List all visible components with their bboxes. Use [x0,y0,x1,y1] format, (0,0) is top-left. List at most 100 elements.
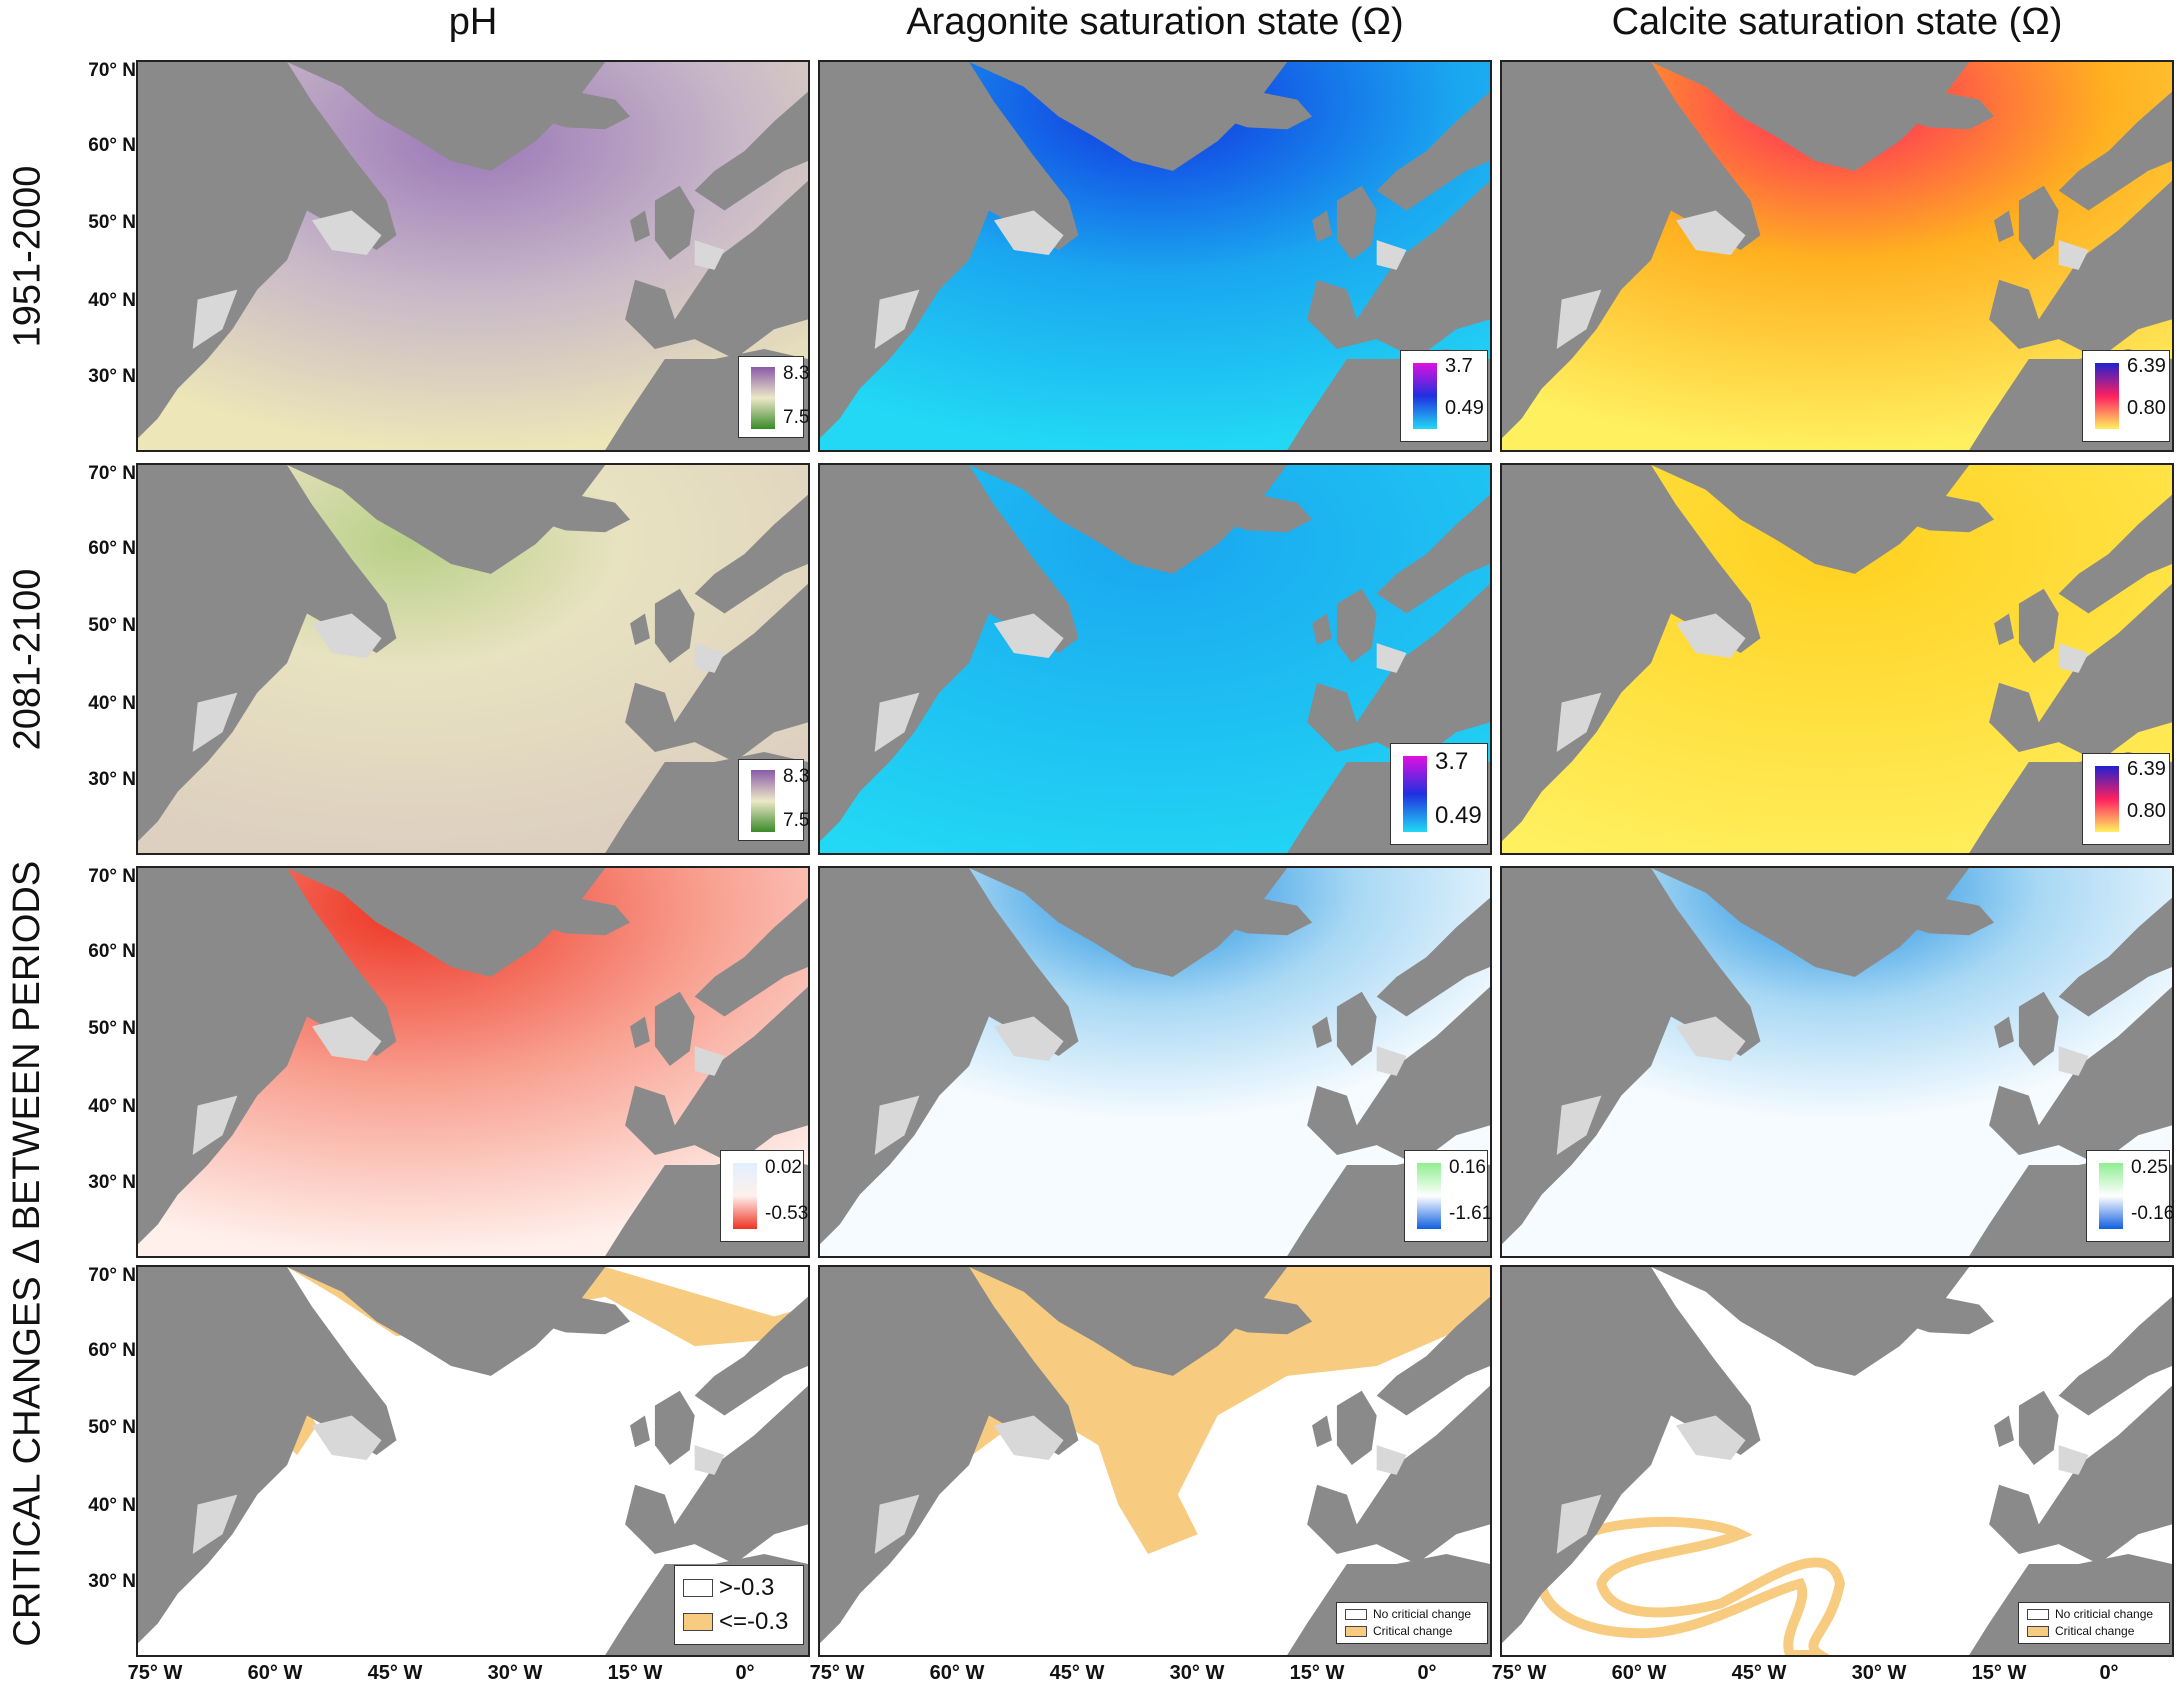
lat-label: 60° N [88,135,136,156]
map-calcite-critical [1500,1265,2174,1657]
lon-label: 30° W [1169,1662,1225,1684]
lat-label: 30° N [88,1571,136,1592]
lat-label: 60° N [88,1340,136,1361]
map-calcite-delta [1500,866,2174,1258]
legend-swatch-critical [1345,1625,1367,1637]
map-aragonite-2081-2100 [818,463,1492,855]
lat-label: 40° N [88,1096,136,1117]
legend-max: 3.7 [1445,355,1473,377]
legend-critical-label: Critical change [1373,1624,1453,1638]
legend-bar [751,367,775,429]
legend-bar [1403,756,1427,832]
legend-min: -0.16 [2131,1203,2175,1224]
legend-none-label: No criticial change [1373,1607,1472,1621]
lat-label: 40° N [88,290,136,311]
lon-label: 30° W [1851,1662,1907,1684]
lon-label: 15° W [1971,1662,2027,1684]
legend-max: 8.3 [783,363,810,384]
legend-swatch-none [683,1579,713,1597]
map-ph-critical [136,1265,810,1657]
legend-min: 7.5 [783,810,810,831]
legend-min: 0.80 [2127,397,2166,419]
legend-none-entry: >-0.3 [683,1574,774,1602]
legend-min: 0.80 [2127,800,2166,822]
legend-none-label: No criticial change [2055,1607,2154,1621]
lon-label: 0° [735,1662,755,1684]
legend-max: 0.25 [2131,1157,2168,1178]
legend-max: 3.7 [1435,748,1469,775]
row-label-2081-2100: 2081-2100 [6,568,49,750]
legend-none-entry: No criticial change [1345,1607,1471,1621]
lat-label: 70° N [88,463,136,484]
legend-critical-entry: Critical change [1345,1624,1452,1638]
legend-swatch-none [2027,1608,2049,1620]
legend-max: 6.39 [2127,355,2166,377]
lat-label: 30° N [88,769,136,790]
map-ph-1951-2000 [136,60,810,452]
lat-label: 50° N [88,615,136,636]
legend-min: -1.61 [1449,1203,1493,1224]
legend-min: -0.53 [765,1203,809,1224]
legend-ph-1951: 8.3 7.5 [738,356,809,438]
lat-label: 40° N [88,693,136,714]
map-calcite-2081-2100 [1500,463,2174,855]
legend-none-label: >-0.3 [719,1574,775,1601]
map-ph-2081-2100 [136,463,810,855]
lat-label: 60° N [88,941,136,962]
lat-label: 70° N [88,60,136,81]
legend-bar [751,770,775,832]
legend-swatch-critical [683,1613,713,1631]
column-title-aragonite: Aragonite saturation state (Ω) [906,1,1404,43]
lon-label: 45° W [367,1662,423,1684]
lon-label: 30° W [487,1662,543,1684]
lon-label: 60° W [247,1662,303,1684]
lon-label: 45° W [1731,1662,1787,1684]
lat-label: 50° N [88,212,136,233]
lon-label: 75° W [127,1662,183,1684]
legend-calcite-2081: 6.39 0.80 [2082,753,2170,845]
lon-label: 75° W [1491,1662,1547,1684]
legend-aragonite-1951: 3.7 0.49 [1400,350,1488,442]
legend-ph-delta: 0.02 -0.53 [720,1150,808,1242]
row-label-critical: CRITICAL CHANGES [6,1275,49,1647]
lon-label: 75° W [809,1662,865,1684]
legend-max: 6.39 [2127,758,2166,780]
lon-label: 60° W [1611,1662,1667,1684]
legend-none-entry: No criticial change [2027,1607,2153,1621]
legend-aragonite-2081: 3.7 0.49 [1390,743,1488,845]
legend-calcite-1951: 6.39 0.80 [2082,350,2170,442]
legend-bar [2095,766,2119,832]
lat-label: 30° N [88,1172,136,1193]
legend-bar [2095,363,2119,429]
lat-label: 70° N [88,1265,136,1286]
lon-label: 15° W [1289,1662,1345,1684]
legend-calcite-delta: 0.25 -0.16 [2086,1150,2174,1242]
legend-calcite-critical: No criticial change Critical change [2018,1602,2170,1644]
row-label-1951-2000: 1951-2000 [6,165,49,347]
legend-min: 7.5 [783,407,810,428]
map-aragonite-delta [818,866,1492,1258]
legend-max: 0.16 [1449,1157,1486,1178]
column-title-calcite: Calcite saturation state (Ω) [1611,1,2063,43]
lat-label: 40° N [88,1495,136,1516]
lat-label: 50° N [88,1417,136,1438]
legend-bar [2099,1163,2123,1229]
lon-label: 0° [2099,1662,2119,1684]
legend-critical-entry: <=-0.3 [683,1608,788,1636]
map-ph-delta [136,866,810,1258]
legend-ph-2081: 8.3 7.5 [738,759,809,841]
legend-swatch-critical [2027,1625,2049,1637]
legend-aragonite-delta: 0.16 -1.61 [1404,1150,1492,1242]
legend-min: 0.49 [1445,397,1484,419]
lat-label: 30° N [88,366,136,387]
legend-max: 0.02 [765,1157,802,1178]
legend-aragonite-critical: No criticial change Critical change [1336,1602,1488,1644]
legend-max: 8.3 [783,766,810,787]
map-calcite-1951-2000 [1500,60,2174,452]
lon-label: 45° W [1049,1662,1105,1684]
legend-critical-label: Critical change [2055,1624,2135,1638]
legend-ph-critical: >-0.3 <=-0.3 [674,1565,804,1645]
lon-label: 60° W [929,1662,985,1684]
legend-critical-entry: Critical change [2027,1624,2134,1638]
lon-label: 0° [1417,1662,1437,1684]
